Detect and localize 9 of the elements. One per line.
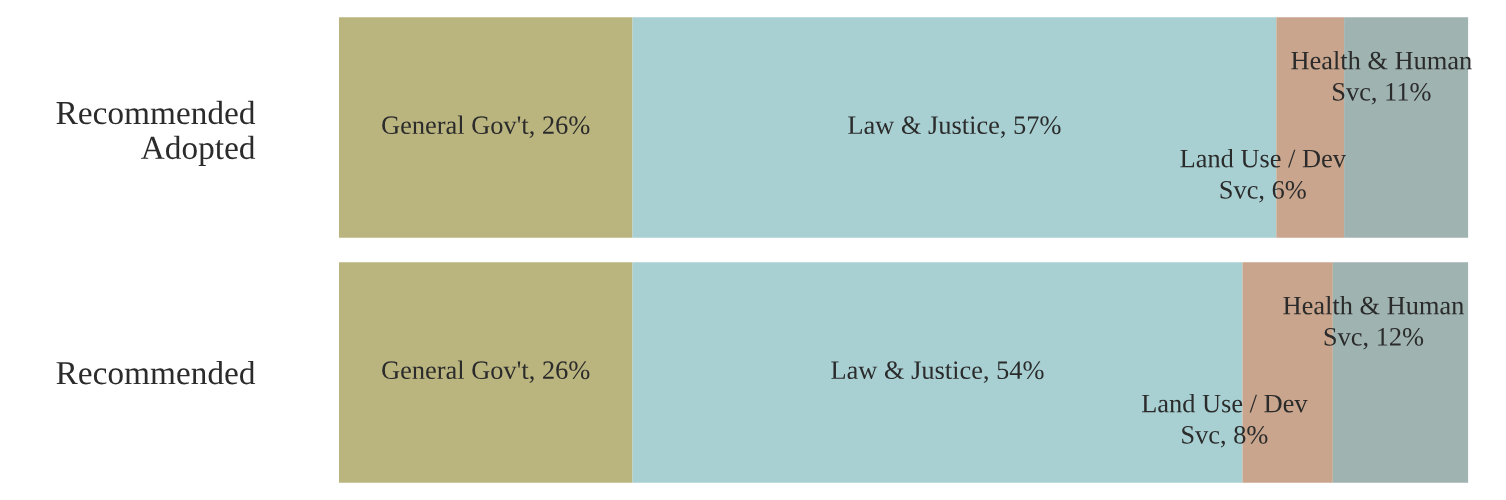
y-tick-label: Recommended Adopted <box>56 100 256 166</box>
data-label: Land Use / Dev Svc, 8% <box>1141 393 1308 448</box>
data-label: Health & Human Svc, 12% <box>1283 295 1464 350</box>
data-label: Law & Justice, 54% <box>831 361 1044 383</box>
y-tick-label: Recommended <box>56 360 256 385</box>
data-label: Land Use / Dev Svc, 6% <box>1180 148 1346 203</box>
data-label: General Gov't, 26% <box>382 115 590 138</box>
data-label: General Gov't, 26% <box>382 360 590 383</box>
data-label: Law & Justice, 57% <box>848 116 1061 138</box>
